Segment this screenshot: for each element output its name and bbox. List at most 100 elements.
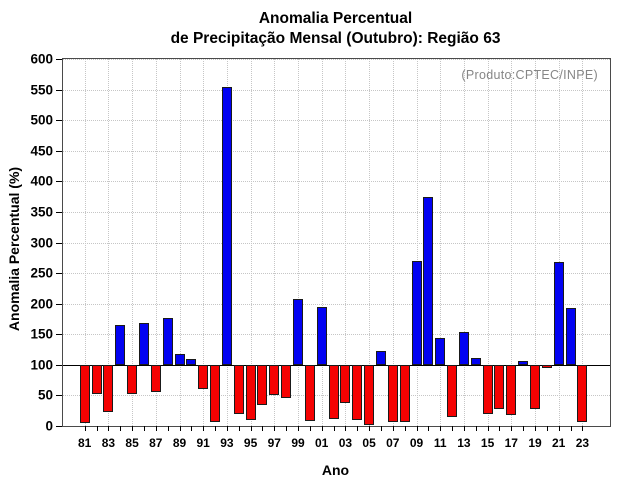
bar-1993	[221, 86, 232, 365]
x-tick	[345, 426, 347, 431]
x-tick	[369, 426, 371, 431]
x-tick-label: 17	[504, 436, 518, 450]
chart-title-line1: Anomalia Percentual	[258, 10, 413, 27]
x-tick	[511, 426, 513, 431]
x-tick	[558, 426, 560, 431]
y-tick-label: 400	[30, 173, 53, 189]
bar-2012	[447, 364, 458, 418]
x-tick	[191, 426, 193, 431]
bar-2009	[411, 261, 422, 365]
x-tick	[203, 426, 205, 431]
x-tick	[274, 426, 276, 431]
bar-2003	[340, 364, 351, 403]
x-tick	[404, 426, 406, 431]
bar-1991	[198, 364, 209, 390]
bar-2021	[553, 262, 564, 365]
bar-2023	[577, 364, 588, 422]
x-tick	[262, 426, 264, 431]
x-tick	[440, 426, 442, 431]
bar-1990	[186, 358, 197, 365]
y-tick-label: 300	[30, 235, 53, 250]
x-tick	[357, 426, 359, 431]
x-gridline	[440, 59, 442, 426]
bar-2018	[518, 360, 529, 365]
x-gridline	[250, 59, 252, 426]
x-tick-label: 95	[243, 436, 258, 450]
y-tick-label: 50	[37, 387, 53, 403]
bar-2016	[494, 364, 505, 410]
x-gridline	[321, 59, 323, 426]
x-tick	[487, 426, 489, 431]
y-tick-label: 250	[30, 265, 53, 281]
x-tick	[226, 426, 228, 431]
y-gridline	[63, 211, 610, 213]
bar-2002	[328, 364, 339, 419]
y-axis-title: Anomalia Percentual (%)	[6, 166, 22, 332]
x-tick-label: 01	[315, 436, 329, 450]
x-tick-label: 21	[552, 436, 566, 450]
bar-2017	[506, 364, 517, 415]
bar-2011	[435, 337, 446, 365]
x-tick-label: 99	[291, 436, 305, 450]
bar-2008	[399, 364, 410, 422]
bar-1984	[115, 325, 126, 365]
y-tick	[56, 426, 62, 427]
bar-1981	[79, 364, 90, 423]
bar-2001	[316, 306, 327, 365]
x-tick	[167, 426, 169, 431]
y-gridline	[63, 181, 610, 183]
bar-2000	[304, 364, 315, 422]
y-tick-label: 350	[30, 204, 53, 220]
bar-2006	[375, 350, 386, 365]
y-tick-label: 100	[30, 357, 53, 373]
bar-2022	[565, 307, 576, 365]
bar-2019	[530, 364, 540, 410]
y-tick	[56, 211, 62, 213]
x-tick	[108, 426, 110, 431]
y-tick	[56, 273, 62, 275]
y-tick-label: 450	[30, 143, 53, 159]
x-tick	[428, 426, 430, 431]
x-tick	[392, 426, 394, 431]
bar-1997	[269, 364, 280, 396]
x-gridline	[369, 59, 371, 426]
x-gridline	[84, 59, 86, 426]
x-tick	[215, 426, 217, 431]
y-tick	[56, 242, 62, 244]
x-tick	[309, 426, 311, 431]
bar-1987	[150, 364, 161, 393]
x-tick	[132, 426, 134, 431]
y-gridline	[63, 120, 610, 122]
bar-1994	[233, 364, 244, 415]
x-tick	[321, 426, 323, 431]
x-gridline	[274, 59, 276, 426]
x-tick-label: 23	[575, 436, 590, 450]
y-tick-label: 200	[30, 296, 53, 312]
x-tick-label: 97	[267, 436, 281, 450]
x-tick	[380, 426, 382, 431]
x-gridline	[345, 59, 347, 426]
y-tick	[56, 120, 62, 122]
bar-1988	[162, 317, 173, 365]
plot-area: 0 50 100 150 200 250 300 350 400 450 500 550 600 81 83…	[30, 52, 611, 450]
x-tick	[143, 426, 145, 431]
bar-1995	[245, 364, 256, 420]
x-gridline	[582, 59, 584, 426]
x-tick	[286, 426, 288, 431]
x-tick-label: 91	[196, 436, 210, 450]
x-tick	[84, 426, 86, 431]
x-tick	[463, 426, 465, 431]
source-annotation: (Produto:CPTEC/INPE)	[461, 68, 598, 82]
x-tick	[570, 426, 572, 431]
x-tick-label: 09	[409, 436, 424, 450]
bar-2010	[423, 196, 434, 365]
x-gridline	[132, 59, 134, 426]
y-tick	[56, 181, 62, 183]
bar-2014	[470, 358, 481, 365]
x-tick-label: 03	[338, 436, 353, 450]
x-gridline	[298, 59, 299, 426]
y-gridline	[63, 242, 610, 244]
x-gridline	[179, 59, 181, 426]
y-gridline	[63, 59, 610, 60]
